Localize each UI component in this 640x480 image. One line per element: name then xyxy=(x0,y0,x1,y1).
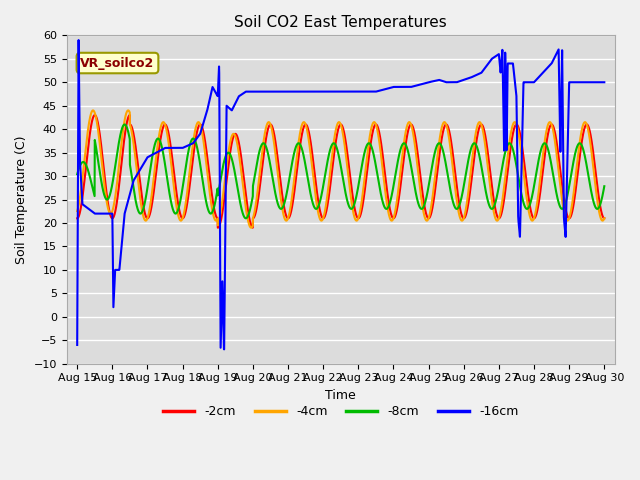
-2cm xyxy=(74,216,81,221)
-4cm xyxy=(165,141,173,147)
Line: -8cm: -8cm xyxy=(77,124,604,218)
-4cm xyxy=(74,208,81,214)
-2cm xyxy=(591,158,598,164)
Title: Soil CO2 East Temperatures: Soil CO2 East Temperatures xyxy=(234,15,447,30)
-4cm xyxy=(276,187,284,193)
-16cm xyxy=(75,37,83,43)
-16cm xyxy=(74,342,81,348)
-4cm xyxy=(134,173,141,179)
-2cm xyxy=(534,206,541,212)
-4cm xyxy=(534,198,541,204)
-4cm xyxy=(591,173,598,179)
-16cm xyxy=(276,89,284,95)
Line: -16cm: -16cm xyxy=(77,40,604,349)
-2cm xyxy=(134,158,141,164)
Line: -4cm: -4cm xyxy=(77,110,604,228)
-2cm xyxy=(91,112,99,118)
-8cm xyxy=(134,205,141,211)
-16cm xyxy=(165,145,173,151)
X-axis label: Time: Time xyxy=(325,389,356,402)
-16cm xyxy=(134,171,141,177)
-8cm xyxy=(242,216,250,221)
-16cm xyxy=(299,89,307,95)
-4cm xyxy=(248,225,255,230)
-2cm xyxy=(214,225,221,230)
-16cm xyxy=(591,79,598,85)
Text: VR_soilco2: VR_soilco2 xyxy=(81,57,155,70)
-4cm xyxy=(89,108,97,113)
Legend: -2cm, -4cm, -8cm, -16cm: -2cm, -4cm, -8cm, -16cm xyxy=(158,400,524,423)
-4cm xyxy=(600,216,608,221)
Line: -2cm: -2cm xyxy=(77,115,604,228)
-2cm xyxy=(165,132,173,137)
-8cm xyxy=(74,171,81,177)
-8cm xyxy=(299,148,307,154)
-2cm xyxy=(299,129,307,134)
-2cm xyxy=(600,216,608,221)
Y-axis label: Soil Temperature (C): Soil Temperature (C) xyxy=(15,135,28,264)
-16cm xyxy=(534,76,541,82)
-8cm xyxy=(591,202,598,207)
-2cm xyxy=(276,172,284,178)
-16cm xyxy=(220,347,228,352)
-8cm xyxy=(276,205,284,211)
-8cm xyxy=(534,163,541,169)
-8cm xyxy=(165,186,173,192)
-8cm xyxy=(121,121,129,127)
-16cm xyxy=(600,79,608,85)
-4cm xyxy=(299,120,307,126)
-8cm xyxy=(600,183,608,189)
